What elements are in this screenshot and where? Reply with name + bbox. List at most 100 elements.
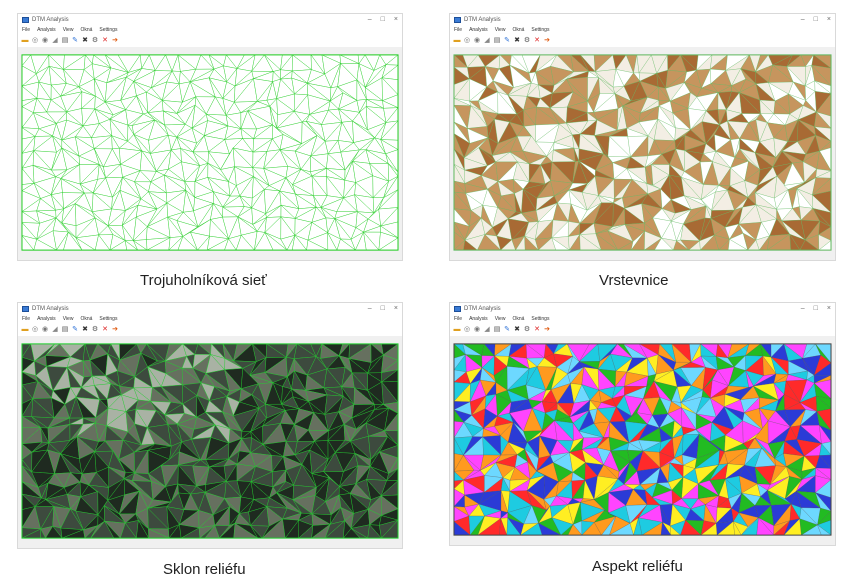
maximize-button[interactable]: □	[813, 305, 818, 312]
window-title: DTM Analysis	[32, 306, 69, 312]
delete-icon[interactable]: ▤	[493, 37, 501, 44]
maximize-button[interactable]: □	[380, 16, 385, 23]
menu-okna[interactable]: Okná	[512, 27, 525, 33]
import-icon[interactable]: ◎	[463, 326, 471, 333]
import-icon[interactable]: ◎	[463, 37, 471, 44]
edit-icon[interactable]: ✎	[72, 326, 78, 333]
measure-icon[interactable]: ◢	[52, 37, 58, 44]
edit-icon[interactable]: ✎	[504, 326, 510, 333]
app-icon	[454, 306, 461, 312]
settings-icon[interactable]: ⚙	[91, 37, 99, 44]
menu-file[interactable]: File	[454, 316, 463, 322]
export-icon[interactable]: ◉	[473, 326, 481, 333]
toolbar: ▬ ◎ ◉ ◢ ▤ ✎ ✖ ⚙ ✕ ➔	[18, 35, 402, 47]
close-button[interactable]: ×	[393, 305, 398, 312]
menu-analysis[interactable]: Analysis	[37, 27, 56, 33]
open-folder-icon[interactable]: ▬	[453, 326, 461, 333]
menu-okna[interactable]: Okná	[80, 27, 93, 33]
minimize-button[interactable]: –	[800, 16, 805, 23]
toolbar: ▬ ◎ ◉ ◢ ▤ ✎ ✖ ⚙ ✕ ➔	[18, 324, 402, 336]
settings-icon[interactable]: ⚙	[523, 326, 531, 333]
minimize-button[interactable]: –	[367, 16, 372, 23]
cancel-icon[interactable]: ✕	[534, 37, 540, 44]
terrain-boundary	[21, 343, 399, 539]
map-canvas[interactable]	[450, 47, 835, 260]
window-aspect: DTM Analysis – □ × File Analysis View Ok…	[449, 302, 836, 546]
exit-icon[interactable]: ➔	[544, 326, 550, 333]
title-bar[interactable]: DTM Analysis – □ ×	[18, 14, 402, 26]
menu-bar: File Analysis View Okná Settings	[18, 26, 402, 35]
cancel-icon[interactable]: ✕	[102, 326, 108, 333]
maximize-button[interactable]: □	[380, 305, 385, 312]
delete-icon[interactable]: ▤	[61, 37, 69, 44]
contour-render	[453, 54, 832, 251]
menu-analysis[interactable]: Analysis	[469, 316, 488, 322]
settings-icon[interactable]: ⚙	[91, 326, 99, 333]
close-icon[interactable]: ✖	[514, 326, 520, 333]
open-folder-icon[interactable]: ▬	[21, 37, 29, 44]
menu-analysis[interactable]: Analysis	[469, 27, 488, 33]
menu-bar: File Analysis View Okná Settings	[18, 315, 402, 324]
terrain-mesh	[21, 54, 399, 251]
exit-icon[interactable]: ➔	[112, 326, 118, 333]
menu-view[interactable]: View	[494, 316, 506, 322]
menu-view[interactable]: View	[494, 27, 506, 33]
export-icon[interactable]: ◉	[41, 326, 49, 333]
menu-view[interactable]: View	[62, 316, 74, 322]
menu-settings[interactable]: Settings	[99, 316, 118, 322]
minimize-button[interactable]: –	[367, 305, 372, 312]
menu-settings[interactable]: Settings	[531, 27, 550, 33]
window-title: DTM Analysis	[464, 17, 501, 23]
close-icon[interactable]: ✖	[514, 37, 520, 44]
close-icon[interactable]: ✖	[82, 37, 88, 44]
menu-settings[interactable]: Settings	[99, 27, 118, 33]
import-icon[interactable]: ◎	[31, 37, 39, 44]
map-canvas[interactable]	[18, 47, 402, 260]
close-button[interactable]: ×	[393, 16, 398, 23]
close-button[interactable]: ×	[826, 305, 831, 312]
open-folder-icon[interactable]: ▬	[453, 37, 461, 44]
caption-triangulation: Trojuholníková sieť	[140, 272, 267, 289]
minimize-button[interactable]: –	[800, 305, 805, 312]
exit-icon[interactable]: ➔	[112, 37, 118, 44]
title-bar[interactable]: DTM Analysis – □ ×	[450, 303, 835, 315]
menu-settings[interactable]: Settings	[531, 316, 550, 322]
edit-icon[interactable]: ✎	[504, 37, 510, 44]
menu-analysis[interactable]: Analysis	[37, 316, 56, 322]
exit-icon[interactable]: ➔	[544, 37, 550, 44]
toolbar: ▬ ◎ ◉ ◢ ▤ ✎ ✖ ⚙ ✕ ➔	[450, 35, 835, 47]
edit-icon[interactable]: ✎	[72, 37, 78, 44]
maximize-button[interactable]: □	[813, 16, 818, 23]
window-contours: DTM Analysis – □ × File Analysis View Ok…	[449, 13, 836, 261]
menu-file[interactable]: File	[22, 316, 31, 322]
import-icon[interactable]: ◎	[31, 326, 39, 333]
measure-icon[interactable]: ◢	[484, 326, 490, 333]
close-button[interactable]: ×	[826, 16, 831, 23]
export-icon[interactable]: ◉	[41, 37, 49, 44]
title-bar[interactable]: DTM Analysis – □ ×	[450, 14, 835, 26]
export-icon[interactable]: ◉	[473, 37, 481, 44]
delete-icon[interactable]: ▤	[493, 326, 501, 333]
menu-okna[interactable]: Okná	[512, 316, 525, 322]
map-canvas[interactable]	[18, 336, 402, 548]
menu-view[interactable]: View	[62, 27, 74, 33]
cancel-icon[interactable]: ✕	[102, 37, 108, 44]
terrain-boundary	[453, 54, 832, 251]
close-icon[interactable]: ✖	[82, 326, 88, 333]
terrain-mesh	[453, 54, 832, 251]
triangulation-render	[21, 54, 399, 251]
menu-okna[interactable]: Okná	[80, 316, 93, 322]
title-bar[interactable]: DTM Analysis – □ ×	[18, 303, 402, 315]
open-folder-icon[interactable]: ▬	[21, 326, 29, 333]
menu-file[interactable]: File	[22, 27, 31, 33]
terrain-mesh	[453, 343, 832, 536]
map-canvas[interactable]	[450, 336, 835, 545]
app-icon	[454, 17, 461, 23]
menu-file[interactable]: File	[454, 27, 463, 33]
measure-icon[interactable]: ◢	[484, 37, 490, 44]
toolbar: ▬ ◎ ◉ ◢ ▤ ✎ ✖ ⚙ ✕ ➔	[450, 324, 835, 336]
measure-icon[interactable]: ◢	[52, 326, 58, 333]
cancel-icon[interactable]: ✕	[534, 326, 540, 333]
delete-icon[interactable]: ▤	[61, 326, 69, 333]
settings-icon[interactable]: ⚙	[523, 37, 531, 44]
